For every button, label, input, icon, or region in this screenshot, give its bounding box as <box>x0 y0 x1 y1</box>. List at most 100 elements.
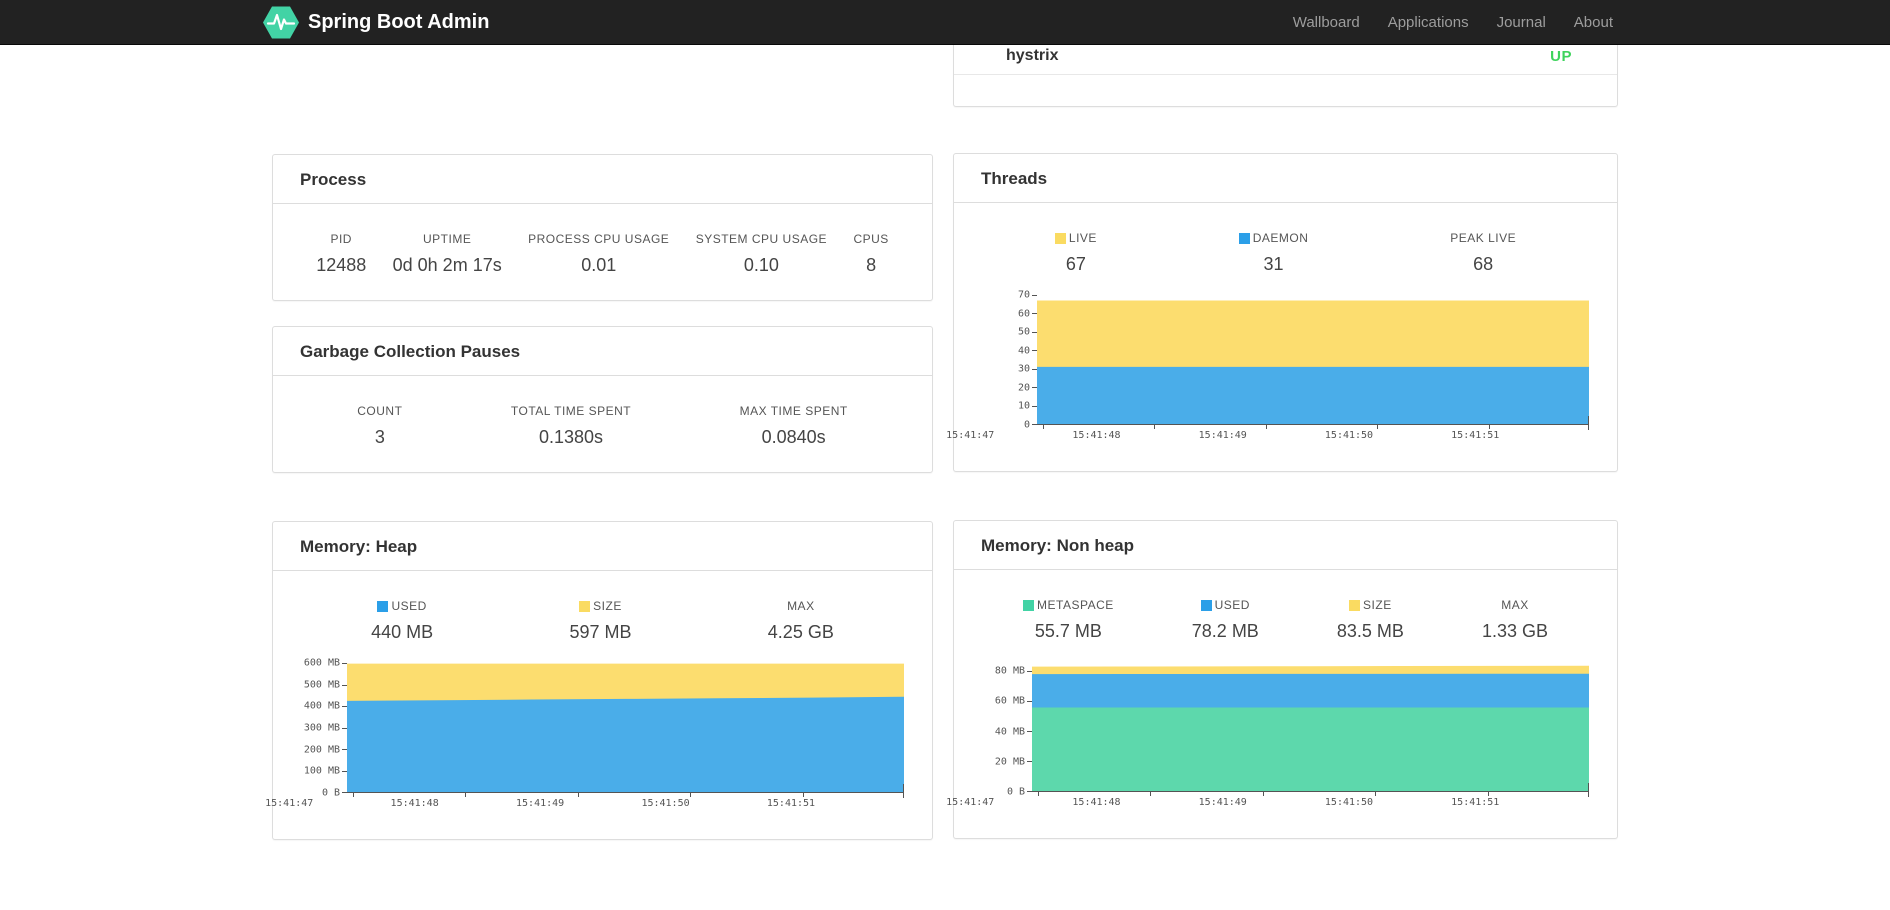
threads-card: Threads LIVE 67 DAEMON 31 PEAK LIVE 68 70 60 50… <box>946 153 1618 472</box>
metric-value: 1.33 GB <box>1481 621 1548 641</box>
y-axis-tick-label: 10 <box>1017 400 1030 412</box>
memory-nonheap-card: Memory: Non heap METASPACE 55.7 MB USED 78.… <box>946 520 1618 839</box>
threads-chart: 70 60 50 40 30 20 10 0 15:41:47 15:41:48 15:41:49… <box>946 290 1589 445</box>
metric: LIVE 67 <box>1043 231 1109 275</box>
x-axis-tick <box>1265 424 1267 429</box>
metric: MAX 4.25 GB <box>756 599 846 643</box>
gc-pauses-card: Garbage Collection Pauses COUNT 3 TOTAL TI… <box>272 326 933 473</box>
x-axis-tick-label: 15:41:51 <box>1451 797 1500 808</box>
metric-label: UPTIME <box>423 232 472 246</box>
y-axis-tick <box>1027 671 1032 672</box>
area-series-used <box>347 696 904 792</box>
metric: MAX 1.33 GB <box>1470 598 1560 642</box>
x-axis-tick-label: 15:41:51 <box>766 798 816 809</box>
y-axis-tick <box>1027 791 1032 792</box>
nonheap-card-title: Memory: Non heap <box>954 521 1617 570</box>
x-axis-tick-label: 15:41:50 <box>641 798 690 809</box>
x-axis-tick <box>465 792 467 797</box>
y-axis-tick <box>342 706 347 707</box>
x-axis-tick-label: 15:41:50 <box>1324 797 1374 808</box>
metric-value: 83.5 MB <box>1336 621 1404 641</box>
metric: CPUS 8 <box>841 232 900 276</box>
y-axis-tick-label: 200 MB <box>303 744 340 756</box>
x-axis-tick <box>1037 791 1039 796</box>
y-axis-tick <box>342 663 347 664</box>
x-axis-tick-label: 15:41:49 <box>516 798 565 809</box>
nonheap-chart-y-axis: 80 MB 60 MB 40 MB 20 MB 0 B <box>964 662 1032 798</box>
x-axis-tick <box>352 792 354 797</box>
y-axis-tick <box>1032 331 1037 333</box>
metric-label: TOTAL TIME SPENT <box>510 404 632 418</box>
left-column: Process PID 12488 UPTIME 0d 0h 2m 17s PROCES… <box>265 45 933 840</box>
nonheap-chart-x-axis: 15:41:47 15:41:48 15:41:49 15:41:50 15:41:51 <box>946 797 1589 812</box>
metric-value: 12488 <box>316 255 367 275</box>
nav-item-wallboard[interactable]: Wallboard <box>1292 13 1360 31</box>
x-axis-tick-label: 15:41:48 <box>1072 430 1121 441</box>
legend-swatch-icon <box>1054 232 1066 244</box>
status-badge: UP <box>1550 47 1572 65</box>
metric-value: 0.10 <box>743 255 779 275</box>
metric: PROCESS CPU USAGE 0.01 <box>516 232 681 276</box>
y-axis-tick-label: 0 <box>1023 419 1030 431</box>
threads-chart-y-axis: 70 60 50 40 30 20 10 0 <box>964 290 1037 431</box>
nonheap-chart-plot-area <box>1027 662 1589 797</box>
metric-label: CPUS <box>853 232 889 246</box>
metric-value: 3 <box>374 427 385 447</box>
x-axis-tick <box>577 792 579 797</box>
metric-value: 67 <box>1065 254 1086 274</box>
brand-title: Spring Boot Admin <box>308 10 490 33</box>
main-content: Process PID 12488 UPTIME 0d 0h 2m 17s PROCES… <box>265 0 1618 910</box>
metric-label: SYSTEM CPU USAGE <box>695 232 828 246</box>
area-series-daemon <box>1037 366 1589 424</box>
threads-chart-x-axis: 15:41:47 15:41:48 15:41:49 15:41:50 15:41:51 <box>946 430 1589 445</box>
y-axis-tick <box>342 770 347 772</box>
x-axis-tick <box>1262 791 1264 796</box>
memory-heap-card: Memory: Heap USED 440 MB SIZE 597 MB MAX 4.25… <box>265 521 933 840</box>
y-axis-tick-label: 20 MB <box>994 756 1025 768</box>
x-axis-tick-label: 15:41:49 <box>1198 430 1247 441</box>
y-axis-tick-label: 50 <box>1017 326 1030 338</box>
x-axis-tick <box>690 792 692 797</box>
y-axis-tick-label: 60 MB <box>994 695 1025 707</box>
gc-metrics: COUNT 3 TOTAL TIME SPENT 0.1380s MAX TIME SP… <box>273 376 932 472</box>
y-axis-tick <box>1032 405 1037 407</box>
heap-chart-y-axis: 600 MB 500 MB 400 MB 300 MB 200 MB 100 MB 0 B <box>283 658 347 799</box>
metric-value: 68 <box>1473 254 1494 274</box>
threads-card-title: Threads <box>954 154 1617 203</box>
legend-swatch-icon <box>579 600 591 612</box>
x-axis-tick-label: 15:41:49 <box>1198 797 1247 808</box>
nav-item-about[interactable]: About <box>1573 13 1613 31</box>
application-row-hystrix[interactable]: hystrix UP <box>954 47 1617 75</box>
y-axis-tick <box>342 684 347 686</box>
metric-label: PID <box>330 232 352 246</box>
y-axis-tick-label: 70 <box>1017 289 1030 301</box>
metric-value: 597 MB <box>569 622 632 642</box>
brand[interactable]: Spring Boot Admin <box>263 6 489 39</box>
y-axis-tick-label: 100 MB <box>303 765 340 777</box>
metric-value: 4.25 GB <box>767 622 834 642</box>
process-metrics: PID 12488 UPTIME 0d 0h 2m 17s PROCESS CPU US… <box>273 204 932 300</box>
area-series-metaspace <box>1032 707 1589 791</box>
y-axis-tick <box>1032 295 1037 296</box>
heap-chart-plot-area <box>342 663 904 798</box>
metric: PID 12488 <box>304 232 378 276</box>
metric-label: MAX TIME SPENT <box>739 404 848 418</box>
metric-label: MAX <box>1501 598 1529 612</box>
heap-card-title: Memory: Heap <box>273 522 932 571</box>
nav-item-applications[interactable]: Applications <box>1387 13 1469 31</box>
y-axis-tick-label: 20 <box>1017 382 1030 394</box>
y-axis-tick <box>1027 701 1032 702</box>
process-card-title: Process <box>273 155 932 204</box>
metric: SYSTEM CPU USAGE 0.10 <box>684 232 839 276</box>
nav-links: Wallboard Applications Journal About <box>1279 0 1627 44</box>
y-axis-tick <box>1032 368 1037 370</box>
x-axis-end-tick <box>903 784 904 798</box>
spring-boot-admin-logo-icon <box>263 6 299 39</box>
x-axis-tick <box>1487 791 1489 796</box>
navbar: Spring Boot Admin Wallboard Applications… <box>0 0 1890 45</box>
x-axis-tick <box>1154 424 1156 429</box>
metric: DAEMON 31 <box>1227 231 1321 275</box>
nav-item-journal[interactable]: Journal <box>1496 13 1546 31</box>
legend-swatch-icon <box>1200 599 1212 611</box>
x-axis-end-tick <box>1588 416 1589 430</box>
